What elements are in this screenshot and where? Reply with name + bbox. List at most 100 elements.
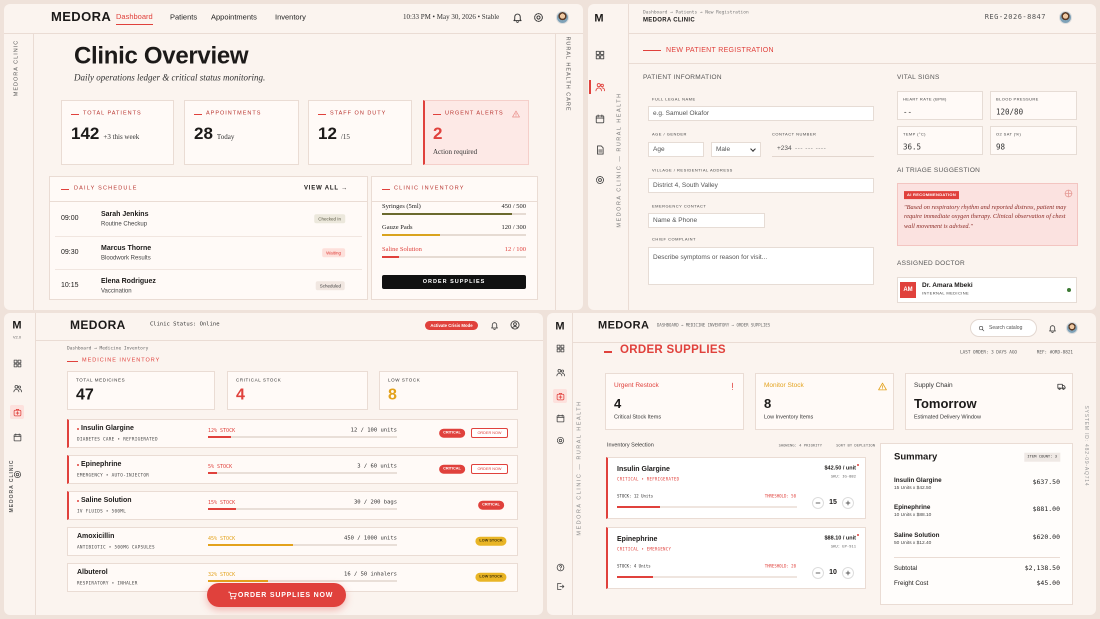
age-input[interactable]: [648, 142, 704, 157]
icon-shape: [556, 348, 560, 352]
icon-shape: [556, 436, 564, 444]
icon-minus: [814, 499, 822, 507]
icon-gear: [556, 436, 565, 445]
stat-card: [67, 371, 215, 410]
nav-link[interactable]: Inventory: [275, 12, 306, 22]
icon-shape: [596, 83, 601, 88]
alert-dot: [857, 464, 859, 466]
icon-shape: [13, 363, 17, 367]
nav-link[interactable]: Dashboard: [116, 9, 153, 25]
sort-control[interactable]: SORT BY DEPLETION: [836, 442, 875, 448]
icon-shape: [595, 55, 600, 60]
icon-truck: [1056, 382, 1066, 391]
stat-value: 12: [318, 123, 337, 143]
icon-shape: [13, 432, 21, 441]
icon-users: [12, 384, 22, 393]
side-rule: [33, 34, 34, 310]
icon-shape: [595, 50, 605, 60]
stock-track: [208, 472, 397, 474]
phone-prefix: +234: [777, 145, 792, 153]
icon-shape: [13, 433, 21, 441]
avatar: [1059, 11, 1072, 24]
icon-shape: [511, 326, 519, 329]
registration-panel: M Dashboard → Patients → New Registration…: [588, 4, 1096, 310]
order-supplies-button[interactable]: ORDER SUPPLIES: [382, 275, 526, 289]
icon-shape: [561, 372, 565, 376]
order-summary: [880, 443, 1073, 605]
line-total: $881.00: [1032, 505, 1060, 514]
stat-card: [227, 371, 368, 410]
medicine-name: Epinephrine: [81, 460, 122, 468]
alert-dot: [857, 534, 859, 536]
icon-cart: [227, 591, 237, 600]
supply-count: 120 / 300: [501, 224, 526, 232]
stock-percent: 5% STOCK: [208, 464, 233, 470]
crisis-mode-button[interactable]: Activate Crisis Mode: [425, 321, 478, 330]
vital-box: [990, 126, 1077, 155]
icon-shape: [815, 502, 821, 504]
icon-shape: [13, 470, 21, 478]
summary-card: [605, 373, 744, 430]
order-now-button[interactable]: ORDER NOW: [471, 464, 508, 474]
stock-percent: 32% STOCK: [208, 572, 236, 578]
item-sku: SKU: EP-911: [830, 543, 856, 549]
icon-gear: [533, 12, 544, 23]
freight-value: $45.00: [1036, 579, 1060, 588]
order-now-button[interactable]: ORDER NOW: [471, 428, 508, 438]
icon-minus: [814, 569, 822, 577]
medicine-name: Albuterol: [77, 568, 108, 576]
summary-card: [905, 373, 1073, 430]
doctor-card: [897, 277, 1077, 303]
icon-shape: [229, 596, 232, 599]
header-rule: [36, 340, 543, 341]
icon-shape: [13, 432, 21, 437]
icon-shape: [515, 20, 519, 23]
field-placeholder: Male: [716, 145, 731, 153]
label-dash: [604, 351, 612, 353]
address-input[interactable]: [648, 178, 874, 193]
icon-shape: [227, 591, 237, 599]
name-input[interactable]: [648, 106, 874, 121]
icon-shape: [556, 414, 564, 422]
online-dot: [1067, 288, 1071, 292]
gender-select[interactable]: [711, 142, 761, 157]
icon-out: [556, 582, 565, 591]
nav-link[interactable]: Patients: [170, 12, 198, 22]
status-badge: LOW STOCK: [475, 572, 507, 582]
showing-filter: SHOWING: 4 PRIORITY: [778, 442, 822, 448]
status-badge: Checked In: [314, 214, 345, 224]
icon-bell: [490, 321, 499, 330]
header-rule: [4, 33, 583, 34]
icon-shape: [512, 13, 522, 21]
icon-shape: [845, 570, 851, 576]
page-title: Clinic Overview: [74, 42, 249, 70]
icon-cal: [595, 114, 605, 124]
icon-shape: [512, 110, 520, 118]
field-label: VILLAGE / RESIDENTIAL ADDRESS: [652, 167, 733, 173]
search-box[interactable]: [970, 319, 1037, 337]
medicine-category: DIABETES CARE • REFRIGERATED: [77, 437, 158, 443]
field-placeholder: Describe symptoms or reason for visit...: [653, 254, 768, 262]
summary-title: Summary: [894, 451, 938, 463]
view-all-link[interactable]: VIEW ALL →: [304, 185, 348, 192]
supply-name: Saline Solution: [382, 246, 422, 254]
icon-shape: [595, 114, 605, 124]
item-price: $42.50 / unit: [824, 465, 857, 472]
order-panel: M MEDORA DASHBOARD → MEDICINE INVENTORY → …: [547, 313, 1096, 615]
card-title: DAILY SCHEDULE: [74, 185, 138, 192]
emergency-input[interactable]: [648, 213, 765, 228]
field-label: CONTACT NUMBER: [772, 131, 817, 137]
complaint-input[interactable]: [648, 247, 874, 285]
triage-text: "Based on respiratory rhythm and reporte…: [904, 204, 1067, 230]
stat-value-row: 28 Today: [194, 124, 234, 144]
nav-link[interactable]: Appointments: [211, 12, 257, 22]
stock-track: [617, 506, 797, 508]
stock-percent: 12% STOCK: [208, 428, 236, 434]
contact-input[interactable]: [772, 142, 874, 157]
line-detail: 50 Units x $12.40: [894, 541, 932, 547]
side-label: MEDORA CLINIC: [9, 459, 15, 513]
card-title: CLINIC INVENTORY: [394, 185, 465, 192]
icon-kit: [556, 392, 565, 401]
